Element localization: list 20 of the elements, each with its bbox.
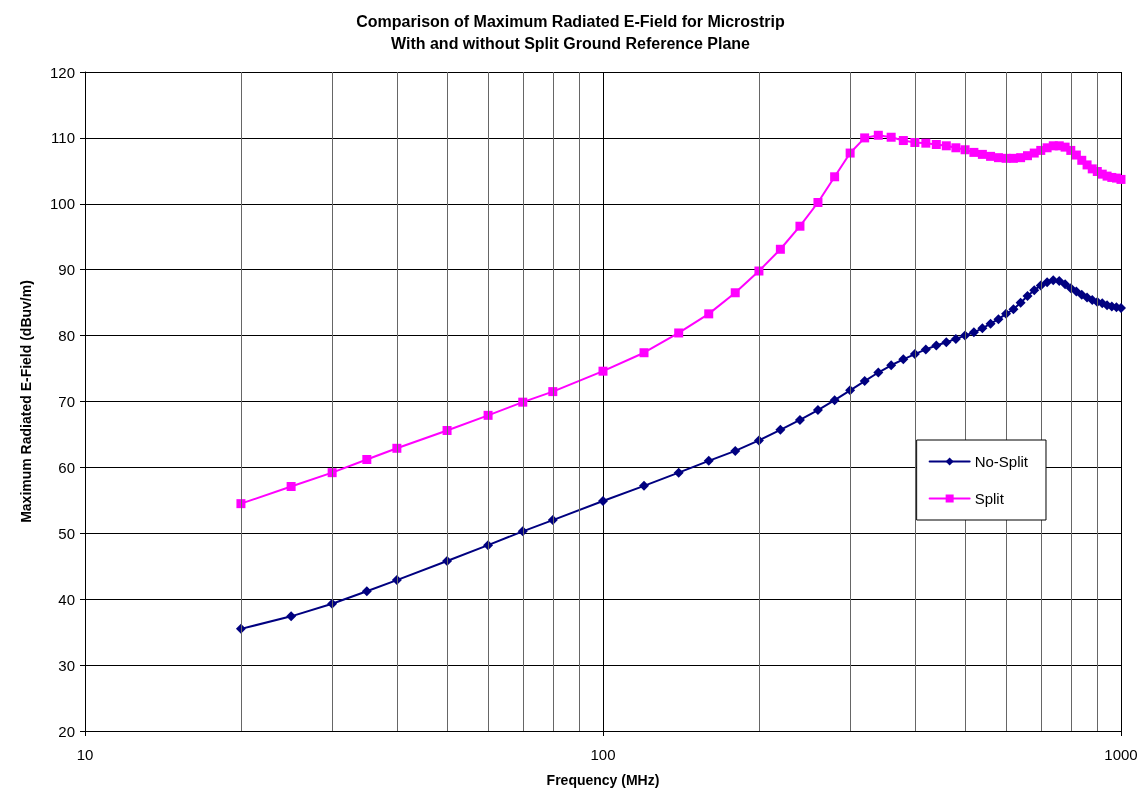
chart-subtitle: With and without Split Ground Reference Plane xyxy=(391,34,751,52)
y-tick-label: 60 xyxy=(58,458,75,476)
y-tick-label: 20 xyxy=(58,722,75,740)
x-tick-label: 1000 xyxy=(1104,746,1138,763)
x-tick-label: 10 xyxy=(76,746,94,763)
y-tick-label: 70 xyxy=(58,393,75,410)
y-tick-label: 40 xyxy=(58,590,75,608)
y-tick-label: 90 xyxy=(58,261,75,279)
y-tick-label: 30 xyxy=(58,656,75,674)
y-tick-label: 120 xyxy=(49,63,75,81)
x-axis-title: Frequency (MHz) xyxy=(546,772,660,788)
y-axis-title: Maximum Radiated E-Field (dBuv/m) xyxy=(18,280,34,523)
x-tick-label: 100 xyxy=(590,746,616,763)
y-tick-label: 50 xyxy=(58,524,75,542)
y-tick-label: 110 xyxy=(51,129,75,147)
legend-label: No-Split xyxy=(974,453,1029,470)
y-tick-label: 80 xyxy=(58,327,75,345)
y-tick-label: 100 xyxy=(49,195,75,213)
chart-title: Comparison of Maximum Radiated E-Field for Microstrip xyxy=(356,12,785,30)
legend-label: Split xyxy=(974,490,1005,507)
